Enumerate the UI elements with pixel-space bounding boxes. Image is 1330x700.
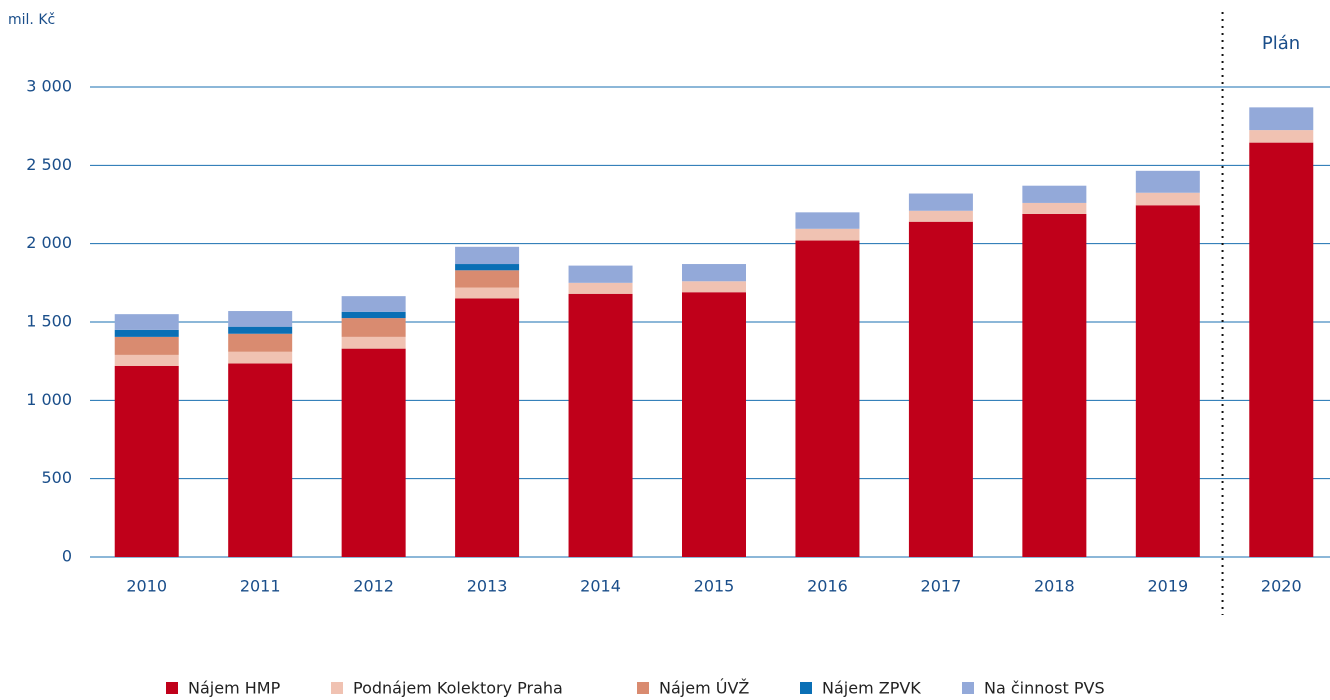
x-tick-label: 2014 [580,577,621,596]
legend-label: Nájem ÚVŽ [659,679,749,698]
y-tick-label: 1 500 [26,312,72,331]
y-tick-label: 2 500 [26,155,72,174]
legend-swatch [637,682,649,694]
bar-segment [1022,202,1087,214]
legend-swatch [962,682,974,694]
x-tick-label: 2017 [921,577,962,596]
bar-segment [682,292,746,557]
bar-segment [1249,142,1314,557]
bar-segment [455,287,520,299]
legend-swatch [800,682,812,694]
bar-segment [228,311,293,327]
bar-segment [1022,185,1087,203]
bar-segment [228,326,293,334]
x-tick-label: 2016 [807,577,848,596]
x-tick-label: 2015 [694,577,735,596]
bar-segment [908,221,973,557]
bar-segment [455,270,520,288]
bar-segment [114,354,179,366]
bar-segment [455,264,520,271]
y-tick-label: 2 000 [26,233,72,252]
legend-label: Nájem HMP [188,679,281,698]
bar-segment [455,298,520,557]
bar-segment [114,365,179,557]
legend-label: Nájem ZPVK [822,679,921,698]
bar-segment [341,348,406,557]
bar-segment [568,282,633,294]
y-tick-label: 3 000 [26,77,72,96]
y-axis-label: mil. Kč [8,12,55,28]
bar-segment [795,212,860,229]
bar-segment [1249,107,1314,131]
bar-segment [795,240,860,558]
annotation: Plán [1262,33,1300,54]
bar-segment [568,293,633,557]
bar-segment [341,296,406,312]
x-tick-label: 2018 [1034,577,1075,596]
bar-segment [908,210,973,222]
legend-swatch [166,682,178,694]
bar-segment [228,363,293,557]
bar-segment [341,311,406,319]
bar-segment [682,281,746,293]
bar-segment [114,314,179,330]
bar-segment [114,336,179,355]
bar-segment [114,329,179,337]
x-tick-label: 2010 [126,577,167,596]
bar-segment [1135,192,1200,206]
x-tick-label: 2019 [1147,577,1188,596]
x-tick-label: 2012 [353,577,394,596]
x-tick-label: 2020 [1261,577,1302,596]
bar-segment [682,264,746,282]
bar-segment [341,318,406,337]
bar-segment [1135,170,1200,193]
bar-segment [1022,213,1087,557]
x-tick-label: 2011 [240,577,281,596]
bar-segment [228,351,293,364]
bar-segment [568,265,633,283]
bar-segment [908,193,973,211]
bar-segment [455,246,520,265]
legend-swatch [331,682,343,694]
y-tick-label: 500 [41,468,72,487]
bar-segment [1135,205,1200,558]
bar-segment [228,333,293,352]
y-tick-label: 0 [62,547,72,566]
legend-label: Na činnost PVS [984,679,1105,698]
bar-segment [341,336,406,349]
y-tick-label: 1 000 [26,390,72,409]
bar-segment [795,228,860,241]
x-tick-label: 2013 [467,577,508,596]
legend-label: Podnájem Kolektory Praha [353,679,563,698]
bar-segment [1249,130,1314,143]
